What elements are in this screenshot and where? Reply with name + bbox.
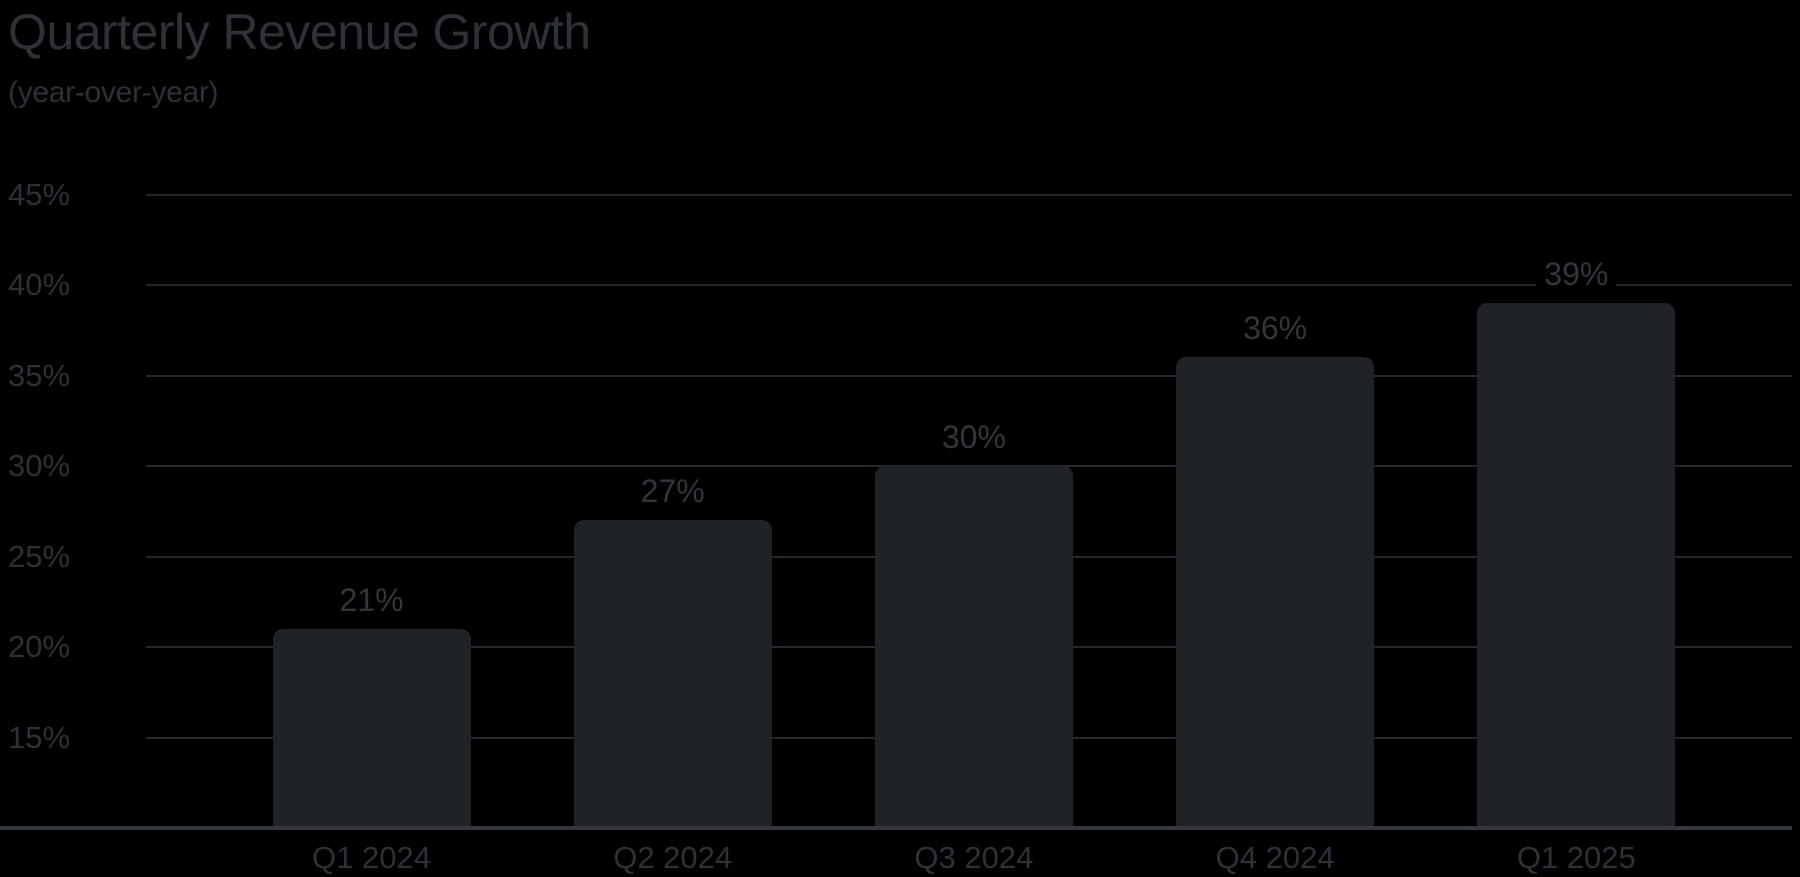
value-label-text-q3-2024: 30% — [933, 418, 1014, 456]
chart-title: Quarterly Revenue Growth — [8, 4, 591, 60]
x-tick-label-q2-2024: Q2 2024 — [613, 840, 733, 875]
chart-header: Quarterly Revenue Growth (year-over-year… — [8, 0, 591, 112]
y-tick-label-30: 30% — [8, 448, 71, 483]
gridline-45 — [146, 193, 1792, 196]
gridline-40 — [146, 284, 1792, 286]
value-label-q3-2024: 30% — [864, 418, 1084, 456]
bar-q4-2024 — [1176, 357, 1375, 828]
bar-q1-2025 — [1477, 303, 1676, 828]
value-label-q1-2025: 39% — [1466, 255, 1686, 294]
chart-subtitle: (year-over-year) — [8, 76, 219, 109]
value-label-text-q1-2025: 39% — [1536, 255, 1617, 294]
value-label-text-q1-2024: 21% — [331, 580, 412, 619]
y-tick-label-40: 40% — [8, 267, 71, 302]
value-label-q1-2024: 21% — [262, 580, 482, 619]
y-tick-label-45: 45% — [8, 176, 71, 212]
y-tick-label-20: 20% — [8, 629, 71, 664]
x-axis-line — [0, 826, 1792, 830]
x-tick-label-q4-2024: Q4 2024 — [1215, 840, 1335, 875]
gridline-35 — [146, 374, 1792, 377]
y-tick-label-15: 15% — [8, 719, 71, 755]
x-tick-label-q3-2024: Q3 2024 — [914, 840, 1034, 875]
value-label-text-q4-2024: 36% — [1235, 309, 1316, 348]
x-tick-label-q1-2025: Q1 2025 — [1516, 840, 1636, 875]
value-label-q2-2024: 27% — [563, 472, 783, 511]
x-tick-label-q1-2024: Q1 2024 — [312, 840, 431, 875]
bar-q1-2024 — [272, 628, 471, 828]
y-tick-label-35: 35% — [8, 357, 71, 393]
y-tick-label-25: 25% — [8, 538, 71, 574]
value-label-q4-2024: 36% — [1165, 309, 1385, 348]
value-label-text-q2-2024: 27% — [632, 472, 713, 511]
bar-q2-2024 — [573, 520, 772, 828]
bar-q3-2024 — [874, 466, 1073, 828]
